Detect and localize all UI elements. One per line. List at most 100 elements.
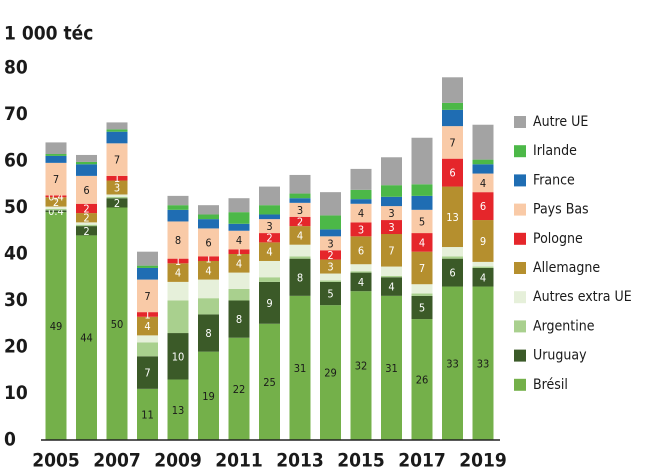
bar-segment xyxy=(106,207,128,440)
bar-segment xyxy=(167,205,189,210)
bar-segment xyxy=(45,197,67,207)
bar-segment xyxy=(137,267,158,280)
bar-segment xyxy=(411,137,433,185)
bar-segment xyxy=(45,212,67,440)
data-label: 50 xyxy=(111,318,124,331)
data-label: 44 xyxy=(80,332,93,345)
bar-segment xyxy=(320,280,341,282)
bar-segment xyxy=(228,223,250,231)
legend-swatch xyxy=(514,145,526,158)
legend-label: Argentine xyxy=(533,318,595,334)
bar-segment xyxy=(442,126,463,159)
data-label: 6 xyxy=(205,236,211,249)
data-label: 7 xyxy=(388,244,394,257)
bar-segment xyxy=(76,164,97,176)
y-tick-label: 50 xyxy=(4,196,28,218)
data-label: 9 xyxy=(266,297,272,310)
bar-segment xyxy=(381,220,402,235)
bar-segment xyxy=(137,316,158,336)
data-label: 8 xyxy=(236,313,242,326)
bar-segment xyxy=(259,281,280,324)
data-label: 25 xyxy=(263,376,276,389)
data-label: 1 xyxy=(205,253,211,266)
data-label: 1 xyxy=(175,255,181,268)
bar-segment xyxy=(320,215,341,230)
bar-segment xyxy=(320,192,341,216)
data-label: 2 xyxy=(327,249,333,262)
data-label: 33 xyxy=(477,357,490,370)
bar-segment xyxy=(350,222,372,237)
data-label: 7 xyxy=(53,173,59,186)
bar-segment xyxy=(472,124,494,160)
data-label: 4 xyxy=(236,257,242,270)
x-tick-label: 2019 xyxy=(459,450,507,472)
bar-segment xyxy=(137,251,158,266)
bar-segment xyxy=(198,214,219,220)
bar-segment xyxy=(259,260,280,278)
data-label: 6 xyxy=(83,184,89,197)
bar-segment xyxy=(198,314,219,352)
bar-segment xyxy=(411,209,433,234)
data-label: 3 xyxy=(358,223,364,236)
bar-segment xyxy=(472,159,494,165)
legend-label: Allemagne xyxy=(533,260,600,276)
y-tick-label: 80 xyxy=(4,57,28,79)
bar-segment xyxy=(381,157,402,186)
data-label: 22 xyxy=(233,383,246,396)
bar-segment xyxy=(259,214,280,220)
data-label: 4 xyxy=(358,207,364,220)
bar-segment xyxy=(411,251,433,285)
bar-segment xyxy=(106,180,128,195)
data-label: 6 xyxy=(449,267,455,280)
bar-segment xyxy=(137,312,158,317)
data-label: 4 xyxy=(205,264,211,277)
y-tick-label: 60 xyxy=(4,150,28,172)
data-label: 4 xyxy=(419,236,425,249)
bar-segment xyxy=(76,154,97,162)
data-label: 4 xyxy=(175,267,181,280)
bar-segment xyxy=(137,356,158,389)
data-label: 2 xyxy=(83,202,89,215)
bar-segment xyxy=(289,198,311,203)
bar-segment xyxy=(76,235,97,440)
data-label: 10 xyxy=(172,350,185,363)
bar-segment xyxy=(167,195,189,206)
data-label: 4 xyxy=(388,281,394,294)
bar-segment xyxy=(167,209,189,222)
bar-segment xyxy=(289,193,311,199)
legend-swatch xyxy=(514,262,526,274)
data-label: 13 xyxy=(446,211,459,224)
data-label: 1 xyxy=(144,308,150,321)
data-label: 8 xyxy=(175,234,181,247)
bar-segment xyxy=(45,154,67,156)
data-label: 31 xyxy=(294,362,307,375)
bar-segment xyxy=(442,286,463,440)
data-label: 3 xyxy=(327,237,333,250)
bar-segment xyxy=(472,261,494,267)
legend-label: France xyxy=(533,172,575,188)
bar-segment xyxy=(228,254,250,273)
bar-segment xyxy=(137,342,158,357)
bar-segment xyxy=(167,379,189,440)
bar-segment xyxy=(442,109,463,127)
bar-segment xyxy=(350,199,372,204)
bar-segment xyxy=(198,279,219,299)
bar-segment xyxy=(198,351,219,440)
data-label: 4 xyxy=(358,276,364,289)
bar-segment xyxy=(350,272,372,292)
bar-segment xyxy=(45,195,67,198)
bar-segment xyxy=(45,162,67,196)
chart-title: 1 000 téc xyxy=(4,23,93,45)
y-tick-label: 30 xyxy=(4,289,28,311)
bar-segment xyxy=(411,293,433,296)
x-tick-label: 2013 xyxy=(276,450,324,472)
x-tick-label: 2007 xyxy=(93,450,141,472)
bar-segment xyxy=(259,186,280,206)
bar-segment xyxy=(106,129,128,132)
legend-swatch xyxy=(514,320,526,333)
legend-swatch xyxy=(514,291,526,304)
bar-segment xyxy=(442,256,463,259)
data-label: 8 xyxy=(205,327,211,340)
legend-swatch xyxy=(514,203,526,216)
